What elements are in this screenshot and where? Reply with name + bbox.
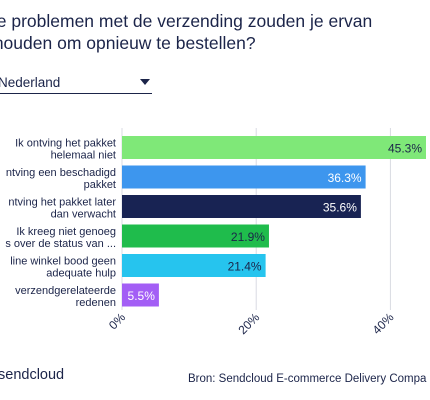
bar-chart: 45.3% Ik ontving het pakket helemaal niet 3… <box>5 128 426 337</box>
category-label-3: Ik kreeg niet genoeg s over de status van… <box>5 226 116 250</box>
x-tick-label-0: 0% <box>106 310 128 332</box>
chevron-down-icon <box>140 79 150 85</box>
category-label-0: Ik ontving het pakket helemaal niet <box>15 138 116 162</box>
value-label-3: 21.9% <box>231 230 265 244</box>
bar-0 <box>122 136 426 159</box>
value-label-4: 21.4% <box>228 260 262 274</box>
category-label-2: ntving het pakket later dan verwacht <box>8 197 116 221</box>
bar-3 <box>122 224 269 248</box>
x-tick-label-1: 20% <box>235 310 262 337</box>
x-tick-label-2: 40% <box>370 310 397 337</box>
bar-2 <box>122 195 361 218</box>
category-label-5: verzendgerelateerde redenen <box>15 285 116 309</box>
value-label-0: 45.3% <box>388 142 422 156</box>
bar-1 <box>122 165 366 189</box>
title-line-2: rhouden om opnieuw te bestellen? <box>0 33 256 53</box>
title-line-1: ke problemen met de verzending zouden je… <box>0 11 373 31</box>
page-title: ke problemen met de verzending zouden je… <box>0 10 428 54</box>
country-select[interactable]: Nederland <box>0 72 152 94</box>
source-note: Bron: Sendcloud E-commerce Delivery Comp… <box>188 373 427 385</box>
bar-5 <box>122 283 159 307</box>
bar-4 <box>122 254 266 277</box>
value-label-1: 36.3% <box>328 171 362 185</box>
value-label-5: 5.5% <box>128 289 156 303</box>
category-label-1: ntving een beschadigd pakket <box>6 167 116 191</box>
brand-logo: sendcloud <box>0 367 65 383</box>
category-label-4: line winkel bood geen adequate hulp <box>10 256 116 280</box>
value-label-2: 35.6% <box>323 201 357 215</box>
country-select-value: Nederland <box>0 75 61 90</box>
